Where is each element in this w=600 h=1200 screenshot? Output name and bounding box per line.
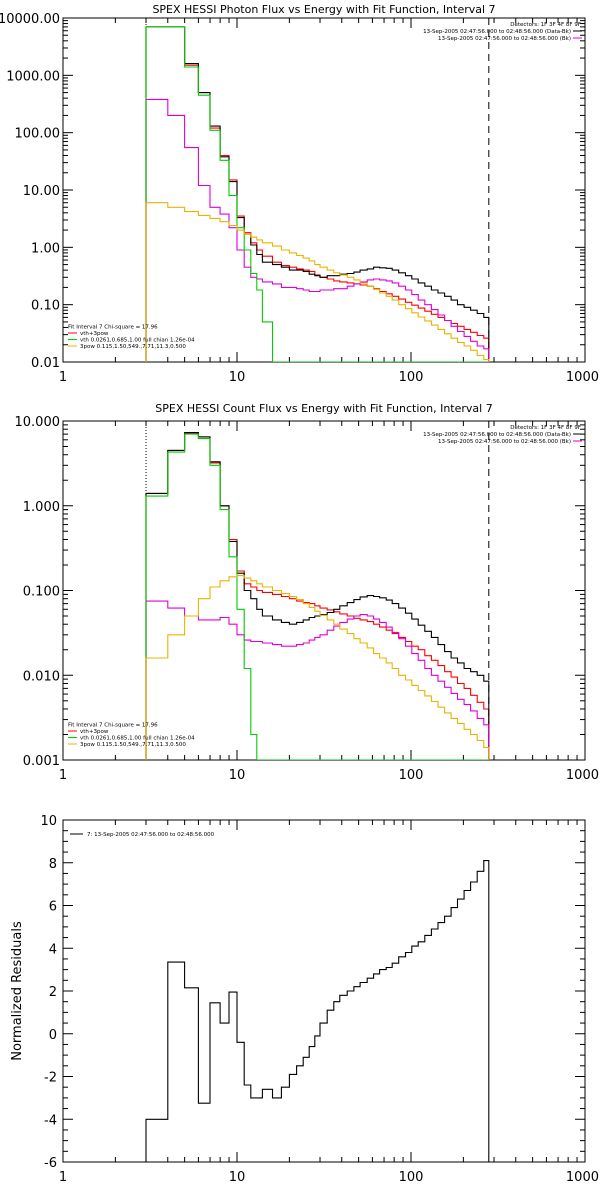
y-tick-label: 0.100 xyxy=(23,585,60,600)
legend-bottom-left-text: 3pow 0.115,1.50,549.,7.71,11.3,0.500 xyxy=(80,742,186,748)
plot-frame xyxy=(62,420,586,761)
x-tick-label: 10 xyxy=(229,1170,246,1185)
legend-bottom-left-text: vth+3pow xyxy=(80,729,109,735)
legend-top-right-text: 13-Sep-2005 02:47:56.000 to 02:48:56.000… xyxy=(438,36,571,42)
y-tick-label: 0.001 xyxy=(23,754,60,769)
series-line-5 xyxy=(145,575,490,760)
x-tick-label: 100 xyxy=(399,370,424,385)
x-tick-label: 100 xyxy=(399,768,424,783)
panel-1: SPEX HESSI Photon Flux vs Energy with Fi… xyxy=(0,3,599,385)
series-line-4 xyxy=(145,26,489,362)
legend-top-right-text: 13-Sep-2005 02:47:56.000 to 02:48:56.000… xyxy=(438,439,571,445)
series-line-4 xyxy=(145,433,489,760)
y-tick-label: 2 xyxy=(49,985,57,1000)
y-tick-label: 8 xyxy=(49,857,57,872)
legend-top-right-text: 13-Sep-2005 02:47:56.000 to 02:48:56.000… xyxy=(423,29,571,35)
plot-frame xyxy=(62,17,586,363)
x-tick-label: 1 xyxy=(59,768,67,783)
plot-area xyxy=(145,860,490,1162)
series-line-5 xyxy=(145,202,490,362)
legend-bottom-left-text: Fit Interval 7 Chi-square = 17.96 xyxy=(68,325,158,331)
x-tick-label: 10 xyxy=(229,370,246,385)
legend-top-left-text: 7: 13-Sep-2005 02:47:56.000 to 02:48:56.… xyxy=(87,832,215,838)
y-tick-label: 0.010 xyxy=(23,669,60,684)
plot-area xyxy=(145,421,490,760)
legend-bottom-left-text: 3pow 0.115,1.50,549.,7.71,11.3,0.500 xyxy=(80,344,186,350)
y-tick-label: 10.00 xyxy=(23,184,60,199)
y-tick-label: 0.01 xyxy=(31,356,60,371)
y-tick-label: 0.10 xyxy=(31,299,60,314)
legend-bottom-left-text: Fit Interval 7 Chi-square = 17.96 xyxy=(68,723,158,729)
y-tick-label: -2 xyxy=(44,1071,57,1086)
y-tick-label: 1.000 xyxy=(23,500,60,515)
y-tick-label: 10.000 xyxy=(15,415,61,430)
series-line-1 xyxy=(145,432,490,760)
y-tick-label: 1000.00 xyxy=(6,69,60,84)
x-tick-label: 1000 xyxy=(566,1170,599,1185)
panel-3: 1 10 100 1000 -6 -4 -2 0 2 4 6 8 10 Normalized Residu… xyxy=(10,814,599,1185)
x-tick-label: 1 xyxy=(59,1170,67,1185)
y-tick-label: -4 xyxy=(44,1113,57,1128)
series-line-2 xyxy=(145,432,490,760)
panel-2: SPEX HESSI Count Flux vs Energy with Fit… xyxy=(15,402,600,783)
y-axis-label: Normalized Residuals xyxy=(10,921,25,1061)
legend-bottom-left-text: vth+3pow xyxy=(80,331,109,337)
chart-title: SPEX HESSI Photon Flux vs Energy with Fi… xyxy=(152,3,495,16)
y-tick-label: 6 xyxy=(49,900,57,915)
y-tick-label: 10000.00 xyxy=(0,12,60,27)
series-line-3 xyxy=(145,98,490,362)
y-tick-label: 0 xyxy=(49,1028,57,1043)
legend-top-right-text: 13-Sep-2005 02:47:56.000 to 02:48:56.000… xyxy=(423,432,571,438)
legend-bottom-left-text: vth 0.0261,0.685,1.00 full chian 1.26e-0… xyxy=(80,338,195,344)
x-tick-label: 1 xyxy=(59,370,67,385)
series-line-1 xyxy=(145,860,490,1162)
x-tick-label: 100 xyxy=(399,1170,424,1185)
y-tick-label: 100.00 xyxy=(15,127,61,142)
series-line-3 xyxy=(145,600,490,760)
y-tick-label: 4 xyxy=(49,942,57,957)
y-tick-label: 10 xyxy=(40,814,57,829)
y-tick-label: -6 xyxy=(44,1156,57,1171)
series-line-2 xyxy=(145,26,490,362)
series-line-1 xyxy=(145,26,490,362)
y-tick-label: 1.00 xyxy=(31,241,60,256)
x-tick-label: 10 xyxy=(229,768,246,783)
x-tick-label: 1000 xyxy=(566,370,599,385)
plot-area xyxy=(145,18,490,362)
legend-top-right-text: Detectors: 1F 3F 4F 8F 9F xyxy=(510,22,581,28)
legend-top-right-text: Detectors: 1F 3F 4F 8F 9F xyxy=(510,425,581,431)
chart-title: SPEX HESSI Count Flux vs Energy with Fit… xyxy=(155,402,492,415)
x-tick-label: 1000 xyxy=(566,768,599,783)
legend-bottom-left-text: vth 0.0261,0.685,1.00 full chian 1.26e-0… xyxy=(80,736,195,742)
plot-frame xyxy=(62,819,586,1163)
